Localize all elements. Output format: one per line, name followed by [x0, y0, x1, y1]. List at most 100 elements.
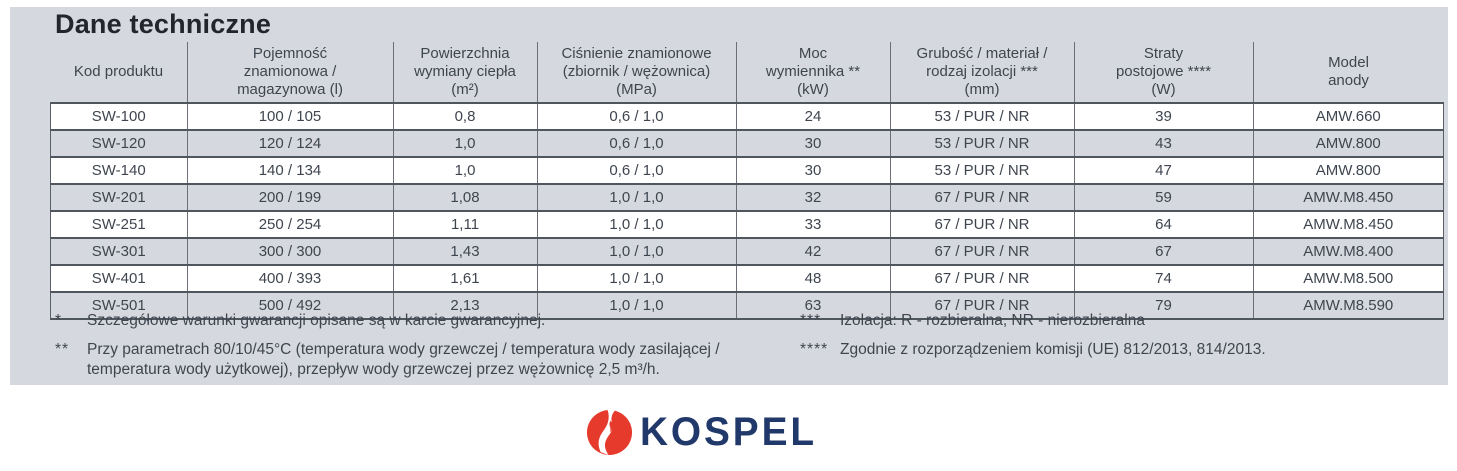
table-cell: SW-251 — [50, 210, 187, 238]
table-row: SW-501 500 / 492 2,13 1,0 / 1,0 63 67 / PUR /… — [50, 291, 1444, 320]
table-cell: 1,43 — [392, 237, 537, 265]
table-cell: 400 / 393 — [186, 264, 393, 292]
table-cell: 43 — [1073, 129, 1253, 157]
table-row: SW-401 400 / 393 1,61 1,0 / 1,0 48 67 / PUR /… — [50, 264, 1444, 292]
table-cell: 200 / 199 — [186, 183, 393, 211]
table-cell: SW-201 — [50, 183, 187, 211]
table-cell: 74 — [1073, 264, 1253, 292]
table-header: Kod produktu Pojemność znamionowa / magazyn… — [51, 42, 1444, 103]
table-cell: 53 / PUR / NR — [889, 102, 1074, 130]
table-header-row: Kod produktu Pojemność znamionowa / magazyn… — [51, 42, 1444, 103]
table-cell: AMW.M8.500 — [1252, 264, 1444, 292]
table-row: SW-301 300 / 300 1,43 1,0 / 1,0 42 67 / PUR /… — [50, 237, 1444, 265]
table-row: SW-251 250 / 254 1,11 1,0 / 1,0 33 67 / PUR /… — [50, 210, 1444, 238]
table-cell: 0,6 / 1,0 — [536, 156, 736, 184]
page-title: Dane techniczne — [55, 9, 272, 39]
footnote-text: Izolacja: R - rozbieralna, NR - nierozbi… — [840, 312, 1145, 329]
table-cell: 79 — [1073, 291, 1253, 320]
footnotes-left: * Szczegółowe warunki gwarancji opisane s… — [55, 311, 790, 389]
table-cell: 140 / 134 — [186, 156, 393, 184]
footnotes-right: *** Izolacja: R - rozbieralna, NR - niero… — [800, 311, 1445, 369]
table-cell: 1,0 / 1,0 — [536, 237, 736, 265]
table-cell: 67 / PUR / NR — [889, 291, 1074, 320]
table-cell: 0,8 — [392, 102, 537, 130]
column-header-powierzchnia: Powierzchnia wymiany ciepła (m²) — [392, 42, 537, 103]
table-cell: 1,0 — [392, 156, 537, 184]
footnote-text: Zgodnie z rozporządzeniem komisji (UE) 8… — [840, 341, 1266, 359]
footnote-marker: ** — [55, 341, 70, 359]
table-cell: 1,0 / 1,0 — [536, 210, 736, 238]
footnote: **** Zgodnie z rozporządzeniem komisji (U… — [800, 340, 1445, 360]
table-cell: 0,6 / 1,0 — [536, 129, 736, 157]
table-cell: 500 / 492 — [186, 291, 393, 320]
table-cell: 67 / PUR / NR — [889, 237, 1074, 265]
footnote: * Szczegółowe warunki gwarancji opisane s… — [55, 311, 790, 331]
table-cell: SW-100 — [50, 102, 187, 130]
table-cell: SW-140 — [50, 156, 187, 184]
column-header-model-anody: Model anody — [1252, 42, 1444, 103]
technical-data-table: Kod produktu Pojemność znamionowa / magazyn… — [50, 42, 1444, 320]
table-cell: 1,0 / 1,0 — [536, 291, 736, 320]
table-row: SW-120 120 / 124 1,0 0,6 / 1,0 30 53 / PUR / … — [50, 129, 1444, 157]
column-header-straty: Straty postojowe **** (W) — [1073, 42, 1253, 103]
table-cell: AMW.M8.400 — [1252, 237, 1444, 265]
kospel-logo: KOSPEL — [586, 407, 822, 457]
table-cell: 1,11 — [392, 210, 537, 238]
column-header-pojemnosc: Pojemność znamionowa / magazynowa (l) — [186, 42, 393, 103]
table-cell: SW-401 — [50, 264, 187, 292]
table-cell: AMW.800 — [1252, 156, 1444, 184]
table-row: SW-100 100 / 105 0,8 0,6 / 1,0 24 53 / PUR / … — [50, 102, 1444, 130]
table-row: SW-201 200 / 199 1,08 1,0 / 1,0 32 67 / PUR /… — [50, 183, 1444, 211]
table-cell: SW-120 — [50, 129, 187, 157]
table-cell: 32 — [735, 183, 890, 211]
column-header-kod-produktu: Kod produktu — [73, 63, 164, 81]
footnote-text: Szczegółowe warunki gwarancji opisane są… — [87, 312, 546, 329]
table-cell: 67 / PUR / NR — [889, 264, 1074, 292]
table-cell: 47 — [1073, 156, 1253, 184]
table-cell: 0,6 / 1,0 — [536, 102, 736, 130]
column-header-grubosc: Grubość / materiał / rodzaj izolacji ***(… — [889, 42, 1074, 103]
table-cell: 30 — [735, 129, 890, 157]
table-cell: 2,13 — [392, 291, 537, 320]
footnote-marker: * — [55, 312, 63, 329]
table-cell: 67 / PUR / NR — [889, 210, 1074, 238]
table-row: SW-140 140 / 134 1,0 0,6 / 1,0 30 53 / PUR / … — [50, 156, 1444, 184]
table-cell: 67 — [1073, 237, 1253, 265]
column-header-cisnienie: Ciśnienie znamionowe (zbiornik / wężownic… — [536, 42, 736, 103]
kospel-logo-text: KOSPEL — [640, 410, 818, 454]
table-cell: 67 / PUR / NR — [889, 183, 1074, 211]
table-cell: 48 — [735, 264, 890, 292]
table-cell: SW-501 — [50, 291, 187, 320]
table-cell: 30 — [735, 156, 890, 184]
footnote-text: Przy parametrach 80/10/45°C (temperatura… — [87, 341, 720, 379]
table-cell: 1,0 — [392, 129, 537, 157]
table-body: SW-100 100 / 105 0,8 0,6 / 1,0 24 53 / PUR / … — [50, 102, 1444, 320]
table-cell: 250 / 254 — [186, 210, 393, 238]
table-cell: 39 — [1073, 102, 1253, 130]
table-cell: 42 — [735, 237, 890, 265]
table-cell: 1,08 — [392, 183, 537, 211]
table-cell: 53 / PUR / NR — [889, 156, 1074, 184]
table-cell: 300 / 300 — [186, 237, 393, 265]
table-cell: 63 — [735, 291, 890, 320]
table-cell: AMW.M8.450 — [1252, 183, 1444, 211]
table-cell: AMW.M8.450 — [1252, 210, 1444, 238]
table-cell: 24 — [735, 102, 890, 130]
footnote: *** Izolacja: R - rozbieralna, NR - niero… — [800, 311, 1445, 331]
table-cell: 33 — [735, 210, 890, 238]
table-cell: AMW.800 — [1252, 129, 1444, 157]
table-cell: 100 / 105 — [186, 102, 393, 130]
footnote: ** Przy parametrach 80/10/45°C (temperatu… — [55, 340, 790, 380]
table-cell: 1,0 / 1,0 — [536, 183, 736, 211]
table-cell: 1,0 / 1,0 — [536, 264, 736, 292]
kospel-flame-icon — [586, 409, 633, 455]
table-cell: 1,61 — [392, 264, 537, 292]
table-cell: 53 / PUR / NR — [889, 129, 1074, 157]
table-cell: 64 — [1073, 210, 1253, 238]
column-header-moc: Moc wymiennika ** (kW) — [735, 42, 890, 103]
footnote-marker: *** — [800, 312, 822, 329]
table-cell: SW-301 — [50, 237, 187, 265]
table-cell: AMW.660 — [1252, 102, 1444, 130]
table-cell: AMW.M8.590 — [1252, 291, 1444, 320]
table-cell: 59 — [1073, 183, 1253, 211]
